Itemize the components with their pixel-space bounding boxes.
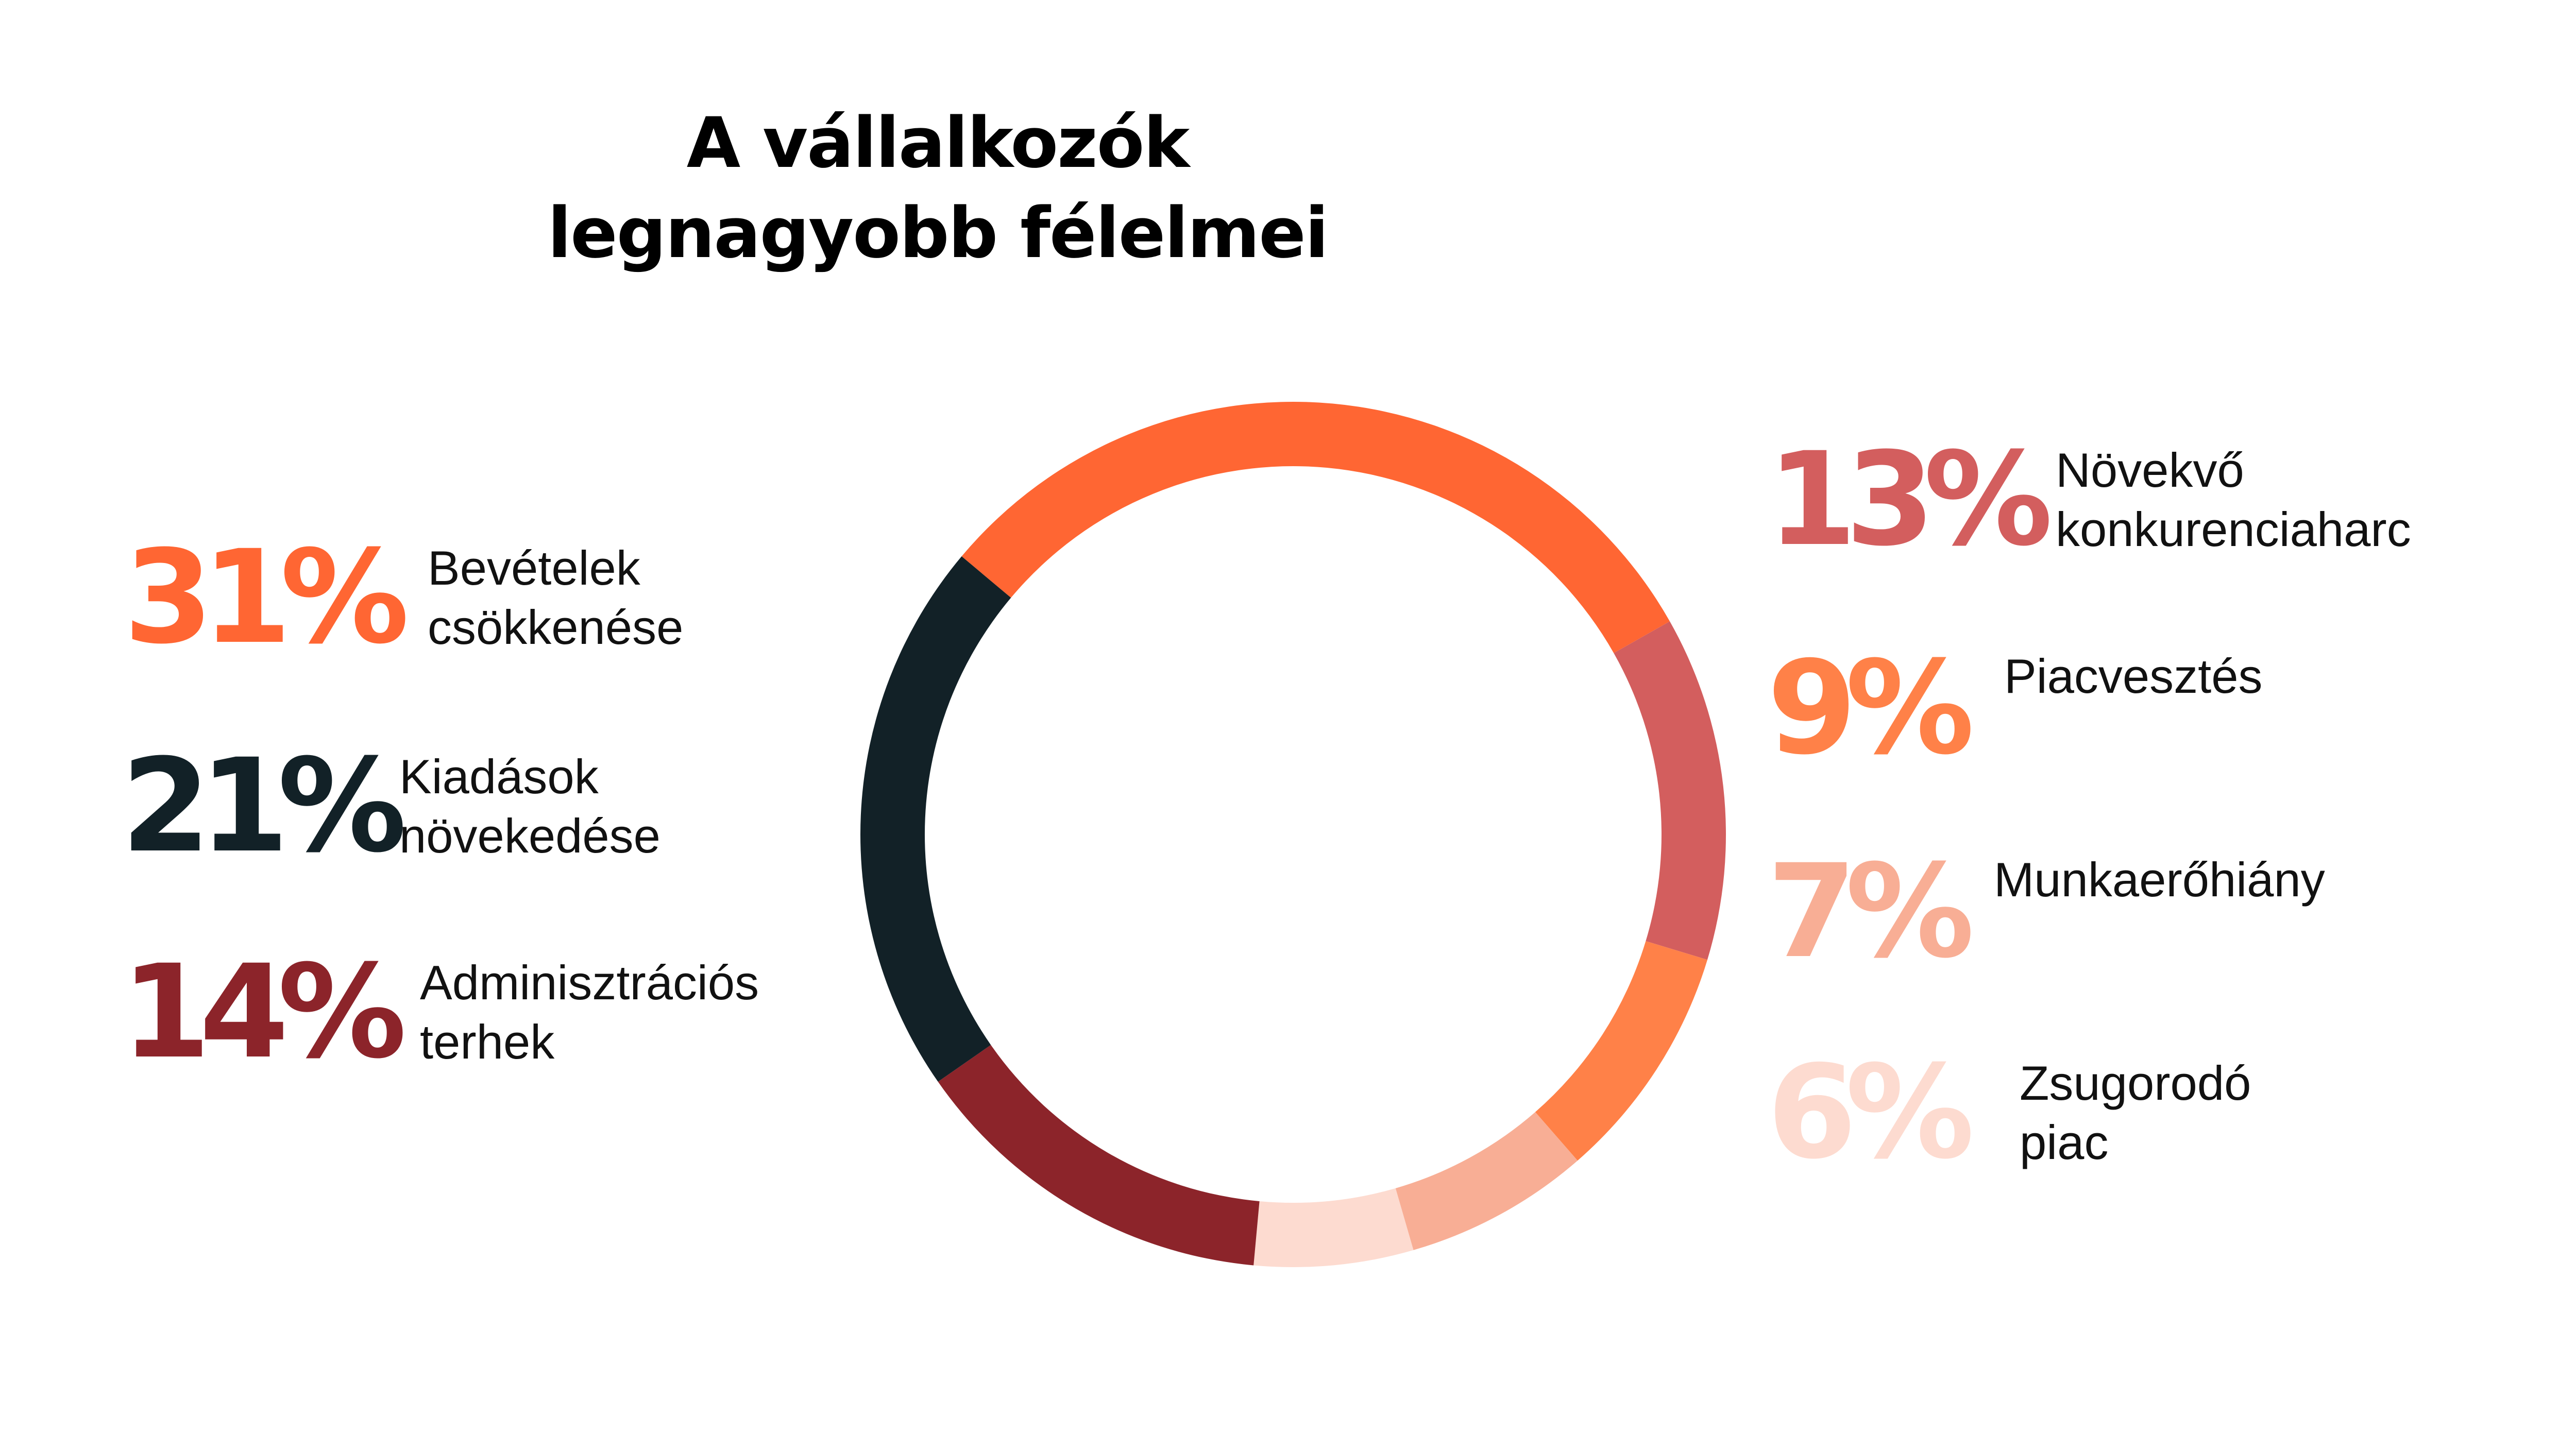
legend-item-adminisztracios: 14% Adminisztrációs terhek: [121, 948, 759, 1077]
legend-item-piacvesztes: 9% Piacvesztés: [1767, 644, 2263, 773]
donut-slice-6: [860, 556, 1011, 1082]
donut-slice-3: [1395, 1112, 1578, 1250]
legend-label: Munkaerőhiány: [1994, 853, 2325, 907]
legend-value: 9%: [1767, 633, 1974, 783]
legend-item-munkaerohiany: 7% Munkaerőhiány: [1767, 847, 2325, 976]
legend-item-zsugorodo: 6% Zsugorodó piac: [1767, 1048, 2251, 1177]
donut-slice-2: [1535, 941, 1708, 1161]
legend-label: Zsugorodó piac: [2020, 1056, 2251, 1169]
legend-label: Kiadások növekedése: [399, 749, 660, 863]
legend-value: 14%: [121, 937, 406, 1087]
legend-value: 13%: [1767, 424, 2053, 574]
legend-item-kiadasok: 21% Kiadások növekedése: [121, 742, 660, 871]
donut-slice-1: [1614, 621, 1726, 960]
legend-item-bevetelek: 31% Bevételek csökkenése: [124, 533, 683, 662]
donut-slices: [860, 401, 1726, 1268]
chart-title-line-2: legnagyobb félelmei: [547, 193, 1329, 274]
legend-item-konkurenciaharc: 13% Növekvő konkurenciaharc: [1767, 435, 2411, 564]
donut-slice-0: [961, 401, 1670, 653]
legend-value: 31%: [124, 522, 409, 672]
legend-value: 6%: [1767, 1037, 1974, 1187]
chart-title: A vállalkozók legnagyobb félelmei: [0, 98, 1875, 278]
legend-label: Bevételek csökkenése: [428, 541, 684, 654]
donut-slice-5: [938, 1045, 1260, 1266]
legend-label: Növekvő konkurenciaharc: [2056, 443, 2411, 556]
legend-value: 7%: [1767, 837, 1974, 986]
legend-label: Adminisztrációs terhek: [420, 956, 759, 1069]
legend-label: Piacvesztés: [2004, 649, 2263, 703]
chart-title-line-1: A vállalkozók: [686, 103, 1190, 183]
donut-slice-4: [1253, 1188, 1414, 1268]
legend-value: 21%: [121, 731, 406, 881]
